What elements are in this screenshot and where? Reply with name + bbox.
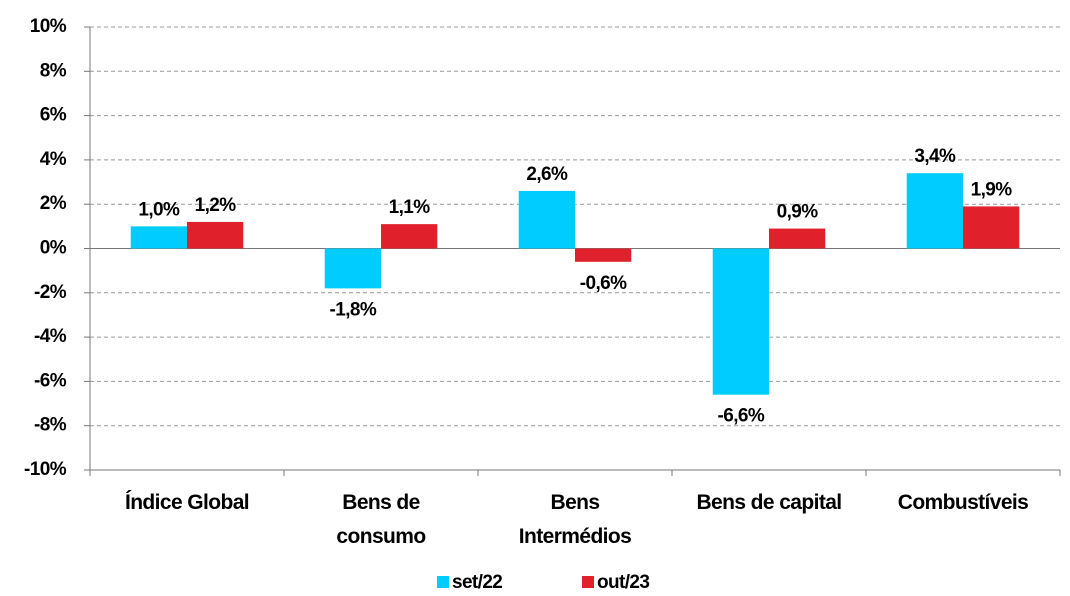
bar — [769, 228, 826, 249]
bar — [381, 224, 438, 249]
x-tick-label: Combustíveis — [897, 491, 1029, 514]
value-label: 2,6% — [526, 164, 568, 185]
y-tick-label: 6% — [40, 105, 67, 126]
value-label: 3,4% — [914, 146, 956, 167]
y-tick-label: -10% — [24, 459, 67, 480]
bar — [575, 248, 632, 262]
bar — [324, 248, 381, 289]
value-label: -1,8% — [330, 299, 377, 320]
value-label: -0,6% — [580, 273, 627, 294]
x-tick-label: Índice Global — [124, 491, 250, 514]
bar — [963, 206, 1020, 249]
bar — [187, 221, 244, 249]
y-tick-label: -8% — [34, 415, 67, 436]
bar — [906, 173, 963, 249]
y-tick-label: -6% — [34, 370, 67, 391]
x-tick-label: Bens de capital — [696, 491, 842, 514]
bar — [518, 190, 575, 249]
x-tick-label: Bens de consumo — [336, 491, 426, 548]
x-tick-label: Bens Intermédios — [518, 491, 632, 548]
legend-label: out/23 — [597, 572, 649, 593]
y-tick-label: 2% — [40, 193, 67, 214]
value-label: 1,9% — [971, 179, 1013, 200]
legend-swatch — [582, 576, 594, 588]
bar — [130, 226, 187, 249]
legend-label: set/22 — [452, 572, 502, 593]
value-label: -6,6% — [718, 406, 765, 427]
value-label: 1,2% — [195, 195, 237, 216]
value-label: 0,9% — [777, 202, 819, 223]
y-tick-label: -2% — [34, 282, 67, 303]
y-tick-label: 10% — [30, 16, 67, 37]
legend-swatch — [437, 576, 449, 588]
value-label: 1,0% — [138, 199, 180, 220]
y-tick-label: 0% — [40, 238, 67, 259]
y-tick-label: 4% — [40, 149, 67, 170]
value-label: 1,1% — [389, 197, 431, 218]
y-tick-label: -4% — [34, 326, 67, 347]
bar — [712, 248, 769, 395]
y-tick-label: 8% — [40, 60, 67, 81]
